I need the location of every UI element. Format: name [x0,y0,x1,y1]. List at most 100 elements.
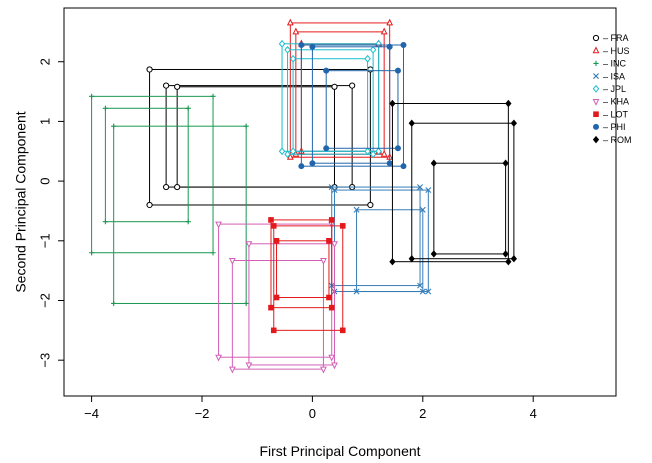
data-point [510,254,518,263]
data-point [298,42,305,49]
interval-box [91,95,214,254]
data-point [505,99,512,108]
data-point [430,159,437,167]
interval-box [311,46,391,164]
data-point [417,184,424,191]
interval-box [231,259,324,370]
legend-marker [592,34,600,42]
data-point [331,362,338,370]
data-point [210,250,216,256]
y-tick-label: −2 [37,293,52,308]
data-point [215,354,222,362]
legend-label: – FRA [603,33,629,43]
data-point [380,149,388,157]
data-point [331,241,338,249]
data-point [331,83,338,90]
data-point [349,82,356,89]
data-point [268,304,274,311]
legend-item-lot: – LOT [593,109,629,119]
legend-item-kha: – KHA [592,97,629,107]
data-point [284,45,291,54]
x-axis-title: First Principal Component [259,443,420,459]
data-point [419,288,426,295]
interval-box [391,103,509,263]
data-point [292,149,300,157]
data-point [380,27,388,35]
data-point [425,187,432,194]
series-rom [389,99,518,266]
data-point [400,42,407,49]
interval-box [411,122,515,260]
data-point [369,45,377,54]
data-point [185,105,191,111]
legend-item-fra: – FRA [592,33,629,43]
data-point [320,257,327,265]
interval-box [149,68,371,206]
series-boxes [89,18,518,374]
data-point [289,54,297,63]
data-point [273,294,280,301]
data-point [419,206,426,213]
data-point [339,223,346,229]
interval-box [276,240,330,299]
legend-marker [592,46,600,54]
legend-item-jpl: – JPL [592,84,626,94]
interval-box [289,22,391,158]
data-point [102,105,108,111]
data-point [389,99,396,108]
data-point [389,257,396,266]
x-tick-label: 2 [419,406,426,421]
legend-label: – ISA [603,71,625,81]
data-point [102,219,108,225]
data-point [89,250,95,256]
data-point [270,327,277,334]
x-tick-label: −2 [195,406,210,421]
interval-box [113,125,247,304]
legend-label: – LOT [603,109,629,119]
series-hus [286,18,394,160]
data-point [328,304,335,311]
interval-box [248,243,335,366]
data-point [286,18,294,26]
data-point [323,145,330,152]
data-point [430,250,437,258]
series-inc [89,93,249,307]
data-point [278,147,286,156]
data-point [174,83,181,90]
interval-box [273,225,344,331]
legend-item-isa: – ISA [593,71,625,81]
data-point [394,67,401,74]
legend-item-inc: – INC [593,59,627,69]
y-tick-label: −1 [37,233,52,248]
plot-area [63,7,617,397]
x-tick-label: −4 [84,406,99,421]
legend-item-rom: – ROM [592,135,632,145]
x-tick-label: 0 [309,406,316,421]
y-axis-title: Second Principal Component [13,111,29,292]
data-point [292,27,300,35]
data-point [353,206,360,213]
data-point [245,241,253,249]
legend-marker [593,123,600,130]
data-point [369,150,377,159]
data-point [505,257,512,266]
y-tick-label: 2 [37,58,52,65]
data-point [502,250,509,258]
series-jpl [278,39,382,159]
data-point [210,93,216,99]
data-point [367,201,374,209]
interval-box [176,86,335,188]
y-tick-label: 1 [37,118,52,125]
series-fra [146,66,374,209]
data-point [425,288,432,295]
legend: – FRA – HUS – INC – ISA – JPL – KHA – LOT – PHI… [592,33,632,145]
data-point [328,354,336,362]
x-tick-label: 4 [530,406,537,421]
data-point [331,187,338,194]
data-point [228,366,236,374]
data-point [245,362,253,370]
data-point [502,159,509,167]
y-tick-label: −3 [37,353,52,368]
interval-box [270,219,333,309]
legend-item-phi: – PHI [593,122,626,132]
